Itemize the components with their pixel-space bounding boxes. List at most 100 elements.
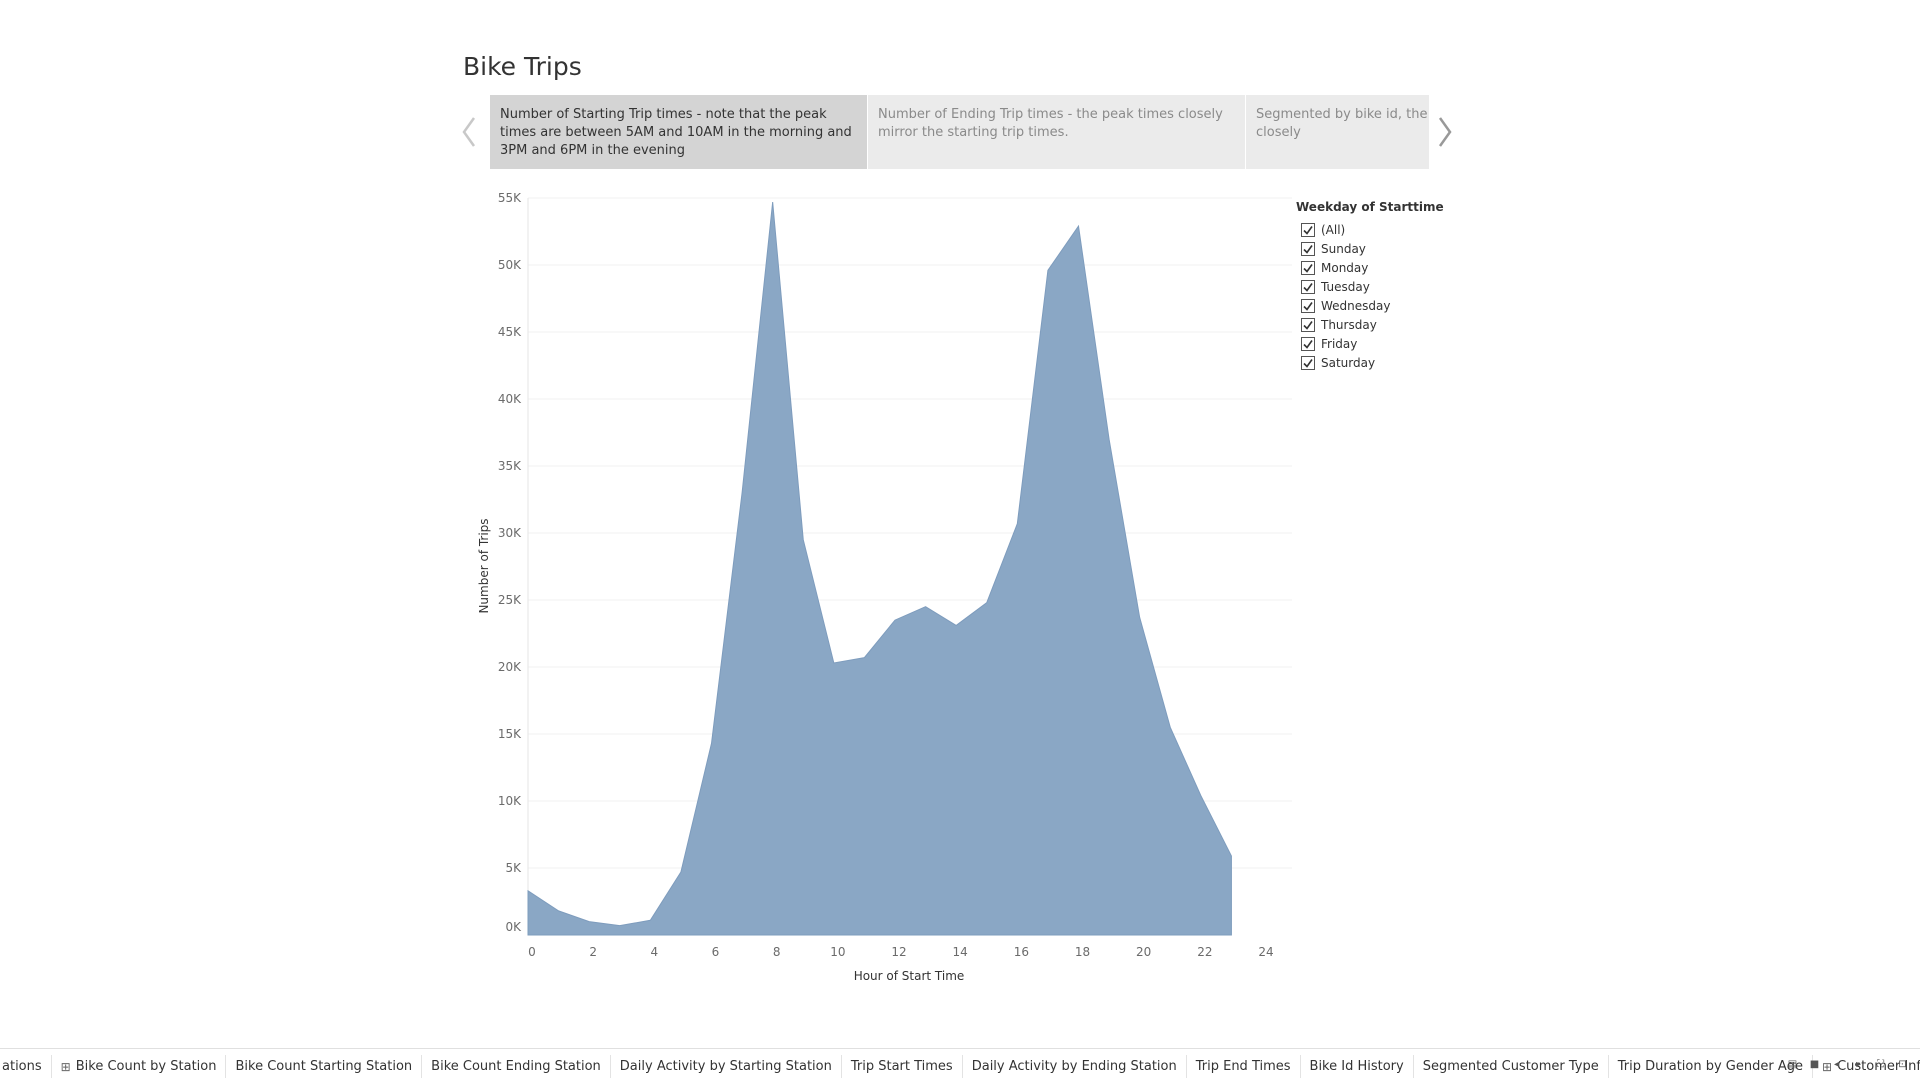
data-point[interactable]	[830, 659, 838, 667]
legend-item[interactable]: Thursday	[1301, 315, 1456, 334]
x-tick-label: 10	[830, 945, 845, 959]
sheet-tab[interactable]: Daily Activity by Ending Station	[963, 1055, 1187, 1078]
x-tick-label: 0	[528, 945, 536, 959]
checkbox-icon[interactable]	[1301, 241, 1315, 256]
show-filmstrip-icon[interactable]: ▤	[1787, 1059, 1798, 1070]
legend-item[interactable]: Friday	[1301, 334, 1456, 353]
sheet-tab[interactable]: ⊞ Customer Info	[1813, 1055, 1920, 1078]
y-tick-label: 0K	[505, 920, 522, 934]
sheet-tab[interactable]: ⊞ Bike Count by Station	[52, 1055, 227, 1078]
dashboard-icon: ⊞	[1822, 1059, 1833, 1074]
data-point[interactable]	[891, 616, 899, 624]
data-point[interactable]	[1227, 852, 1235, 860]
data-point[interactable]	[922, 603, 930, 611]
legend-item[interactable]: (All)	[1301, 220, 1456, 239]
show-tabs-icon[interactable]: ■	[1809, 1059, 1820, 1070]
next-sheet-icon[interactable]: ▸	[1855, 1059, 1862, 1070]
data-point[interactable]	[677, 868, 685, 876]
legend-item-label: (All)	[1321, 222, 1346, 237]
sheet-tab-label: Segmented Customer Type	[1422, 1059, 1599, 1074]
data-point[interactable]	[860, 654, 868, 662]
story-point-2[interactable]: Number of Ending Trip times - the peak t…	[868, 95, 1245, 169]
sheet-tab-label: Daily Activity by Ending Station	[971, 1059, 1177, 1074]
checkbox-icon[interactable]	[1301, 317, 1315, 332]
sheet-tab[interactable]: Daily Activity by Starting Station	[611, 1055, 842, 1078]
sheet-tab-label: ations	[2, 1059, 42, 1074]
sheet-tab[interactable]: Bike Count Starting Station	[226, 1055, 423, 1078]
data-point[interactable]	[1013, 520, 1021, 528]
data-point[interactable]	[952, 621, 960, 629]
legend-item[interactable]: Wednesday	[1301, 296, 1456, 315]
data-point[interactable]	[1136, 613, 1144, 621]
area-series[interactable]	[527, 201, 1232, 936]
legend-item[interactable]: Monday	[1301, 258, 1456, 277]
x-axis-title: Hour of Start Time	[854, 969, 965, 983]
story-points-navigator: Number of Starting Trip times - note tha…	[490, 95, 1429, 169]
fullscreen-icon[interactable]: ⛶	[1877, 1059, 1884, 1070]
legend-title: Weekday of Starttime	[1296, 200, 1444, 214]
story-title: Bike Trips	[463, 52, 582, 81]
data-point[interactable]	[524, 887, 532, 895]
previous-sheet-icon[interactable]: ◂	[1833, 1059, 1840, 1070]
legend-item[interactable]: Sunday	[1301, 239, 1456, 258]
data-point[interactable]	[585, 918, 593, 926]
checkbox-icon[interactable]	[1301, 336, 1315, 351]
data-point[interactable]	[646, 916, 654, 924]
checkbox-icon[interactable]	[1301, 279, 1315, 294]
sheet-tab[interactable]: Trip End Times	[1187, 1055, 1301, 1078]
y-tick-label: 40K	[498, 392, 522, 406]
x-tick-label: 20	[1136, 945, 1151, 959]
y-tick-label: 15K	[498, 727, 522, 741]
y-axis-title: Number of Trips	[477, 518, 491, 613]
legend-item-label: Monday	[1321, 260, 1369, 275]
data-point[interactable]	[1044, 266, 1052, 274]
data-point[interactable]	[769, 198, 777, 206]
sheet-tab[interactable]: Trip Start Times	[842, 1055, 963, 1078]
sheet-tab-label: Bike Count by Station	[75, 1059, 217, 1074]
data-point[interactable]	[799, 536, 807, 544]
x-tick-label: 12	[891, 945, 906, 959]
sheet-tab[interactable]: ations	[0, 1055, 52, 1078]
legend-item[interactable]: Saturday	[1301, 353, 1456, 372]
data-point[interactable]	[738, 489, 746, 497]
dashboard-icon: ⊞	[60, 1059, 71, 1074]
data-point[interactable]	[1075, 222, 1083, 230]
sheet-tab-label: Trip Start Times	[850, 1059, 953, 1074]
sheet-tab[interactable]: Bike Count Ending Station	[422, 1055, 611, 1078]
x-tick-labels: 0 2 4 6 8 10 12 14 16 18 20 22 24	[528, 945, 1273, 959]
tab-bar-controls: ▤ ■ ◂ ▸ ⛶ ⊡	[1786, 1058, 1909, 1071]
y-tick-label: 10K	[498, 794, 522, 808]
data-point[interactable]	[616, 922, 624, 930]
data-point[interactable]	[555, 907, 563, 915]
x-tick-label: 4	[651, 945, 659, 959]
legend-item-label: Thursday	[1321, 317, 1377, 332]
y-tick-label: 55K	[498, 191, 522, 205]
legend-item-label: Saturday	[1321, 355, 1376, 370]
legend-item-label: Tuesday	[1321, 279, 1370, 294]
plot-area[interactable]	[524, 198, 1235, 936]
sheet-tab-label: Bike Id History	[1309, 1059, 1404, 1074]
sheet-tab[interactable]: Bike Id History	[1301, 1055, 1414, 1078]
data-point[interactable]	[1105, 435, 1113, 443]
sheet-tab[interactable]: Trip Duration by Gender Age	[1609, 1055, 1813, 1078]
chevron-left-icon[interactable]	[458, 112, 482, 152]
legend-item[interactable]: Tuesday	[1301, 277, 1456, 296]
checkbox-icon[interactable]	[1301, 298, 1315, 313]
chevron-right-icon[interactable]	[1432, 112, 1456, 152]
checkbox-icon[interactable]	[1301, 260, 1315, 275]
sheet-tab-label: Daily Activity by Starting Station	[619, 1059, 832, 1074]
data-point[interactable]	[708, 739, 716, 747]
x-tick-label: 18	[1075, 945, 1090, 959]
data-point[interactable]	[1166, 723, 1174, 731]
checkbox-icon[interactable]	[1301, 355, 1315, 370]
data-point[interactable]	[983, 599, 991, 607]
x-tick-label: 6	[712, 945, 720, 959]
y-tick-label: 45K	[498, 325, 522, 339]
story-point-3[interactable]: Segmented by bike id, the trip trips do …	[1246, 95, 1429, 169]
presentation-mode-icon[interactable]: ⊡	[1898, 1059, 1907, 1070]
checkbox-icon[interactable]	[1301, 222, 1315, 237]
story-point-1[interactable]: Number of Starting Trip times - note tha…	[490, 95, 867, 169]
x-tick-label: 8	[773, 945, 781, 959]
sheet-tab[interactable]: Segmented Customer Type	[1414, 1055, 1609, 1078]
data-point[interactable]	[1197, 792, 1205, 800]
